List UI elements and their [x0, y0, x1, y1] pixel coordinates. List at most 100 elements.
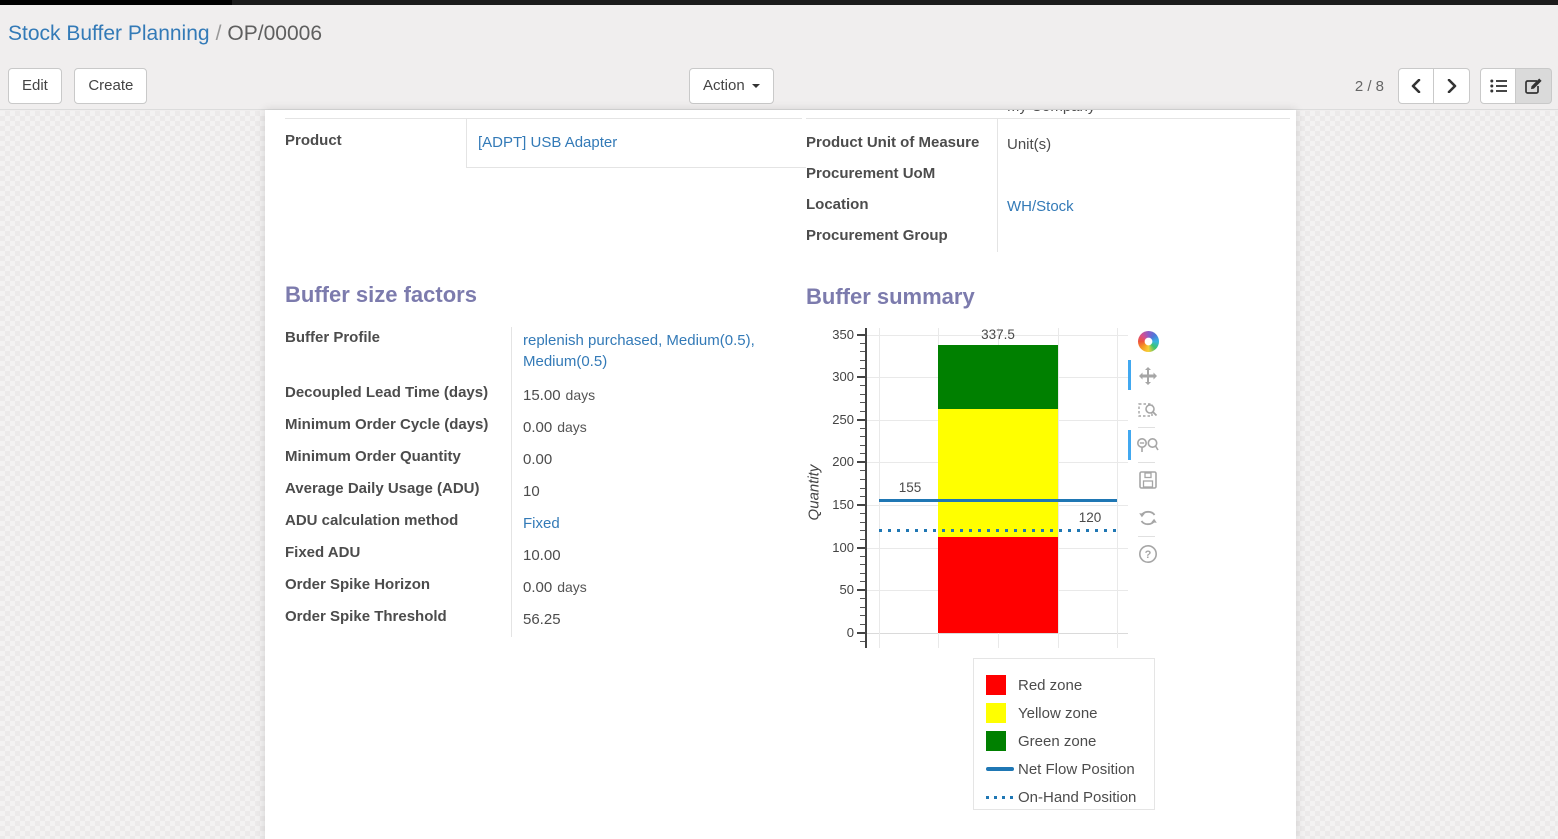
- pan-button[interactable]: [1136, 364, 1160, 388]
- field-label-order-spike-horizon: Order Spike Horizon: [285, 576, 431, 593]
- create-button[interactable]: Create: [74, 68, 148, 104]
- center-button-area: Action: [689, 68, 774, 104]
- pan-icon: [1139, 367, 1157, 385]
- modebar-separator: [1138, 462, 1155, 463]
- y-axis-minor-tick: [860, 402, 865, 404]
- legend-item-on-hand[interactable]: On-Hand Position: [986, 786, 1144, 808]
- save-button[interactable]: [1136, 468, 1160, 492]
- legend-item-yellow-zone[interactable]: Yellow zone: [986, 702, 1144, 724]
- box-zoom-button[interactable]: [1136, 398, 1160, 422]
- y-axis-major-tick: [857, 546, 865, 549]
- y-axis-major-tick: [857, 504, 865, 507]
- on-hand-dots-swatch: [986, 795, 1014, 799]
- y-axis-minor-tick: [860, 487, 865, 489]
- y-axis-minor-tick: [860, 564, 865, 566]
- red-zone-swatch: [986, 675, 1006, 695]
- y-axis-tick-label: 250: [832, 411, 854, 427]
- y-axis-major-tick: [857, 589, 865, 592]
- breadcrumb-record: OP/00006: [227, 22, 322, 45]
- box-zoom-icon: [1138, 403, 1158, 417]
- list-view-button[interactable]: [1480, 68, 1516, 104]
- y-axis-major-tick: [857, 631, 865, 634]
- yellow-zone-swatch: [986, 703, 1006, 723]
- buffer-summary-chart: Quantity 050100150200250300350112.5262.5…: [800, 325, 1145, 665]
- gridline-horizontal: [866, 632, 1128, 634]
- field-value-dlt: 15.00 days: [523, 387, 596, 404]
- list-icon: [1489, 79, 1507, 93]
- net-flow-position-line: [879, 499, 1117, 503]
- y-axis-tick-label: 0: [846, 624, 854, 640]
- y-axis-minor-tick: [860, 453, 865, 455]
- y-axis-minor-tick: [860, 342, 865, 344]
- y-axis-tick-label: 50: [839, 582, 854, 598]
- field-value-product-link[interactable]: [ADPT] USB Adapter: [478, 134, 618, 151]
- group-column-border: [997, 119, 998, 252]
- y-axis-minor-tick: [860, 410, 865, 412]
- pager-nav-group: [1398, 68, 1470, 104]
- gridline-vertical: [879, 328, 880, 648]
- active-indicator: [1128, 430, 1131, 460]
- y-axis-minor-tick: [860, 521, 865, 523]
- field-label-buffer-profile: Buffer Profile: [285, 329, 381, 346]
- net-flow-line-swatch: [986, 767, 1014, 771]
- svg-text:?: ?: [1145, 549, 1152, 561]
- y-axis-minor-tick: [860, 513, 865, 515]
- y-axis-minor-tick: [860, 436, 865, 438]
- edit-button[interactable]: Edit: [8, 68, 62, 104]
- zoom-lenses-button[interactable]: [1136, 434, 1160, 458]
- action-dropdown-button[interactable]: Action: [689, 68, 774, 104]
- chevron-right-icon: [1447, 79, 1456, 93]
- plotly-logo-button[interactable]: [1136, 329, 1160, 353]
- reset-axes-button[interactable]: [1136, 506, 1160, 530]
- group-column-border: [466, 119, 467, 167]
- gridline-vertical: [1117, 328, 1118, 648]
- y-axis-minor-tick: [860, 427, 865, 429]
- field-label-adu: Average Daily Usage (ADU): [285, 480, 480, 497]
- clipped-company-value: My Company: [1007, 110, 1207, 117]
- form-edit-icon: [1524, 78, 1542, 94]
- pager-previous-button[interactable]: [1398, 68, 1434, 104]
- field-value-order-spike-threshold: 56.25: [523, 611, 561, 628]
- y-axis-minor-tick: [860, 598, 865, 600]
- legend-item-net-flow[interactable]: Net Flow Position: [986, 758, 1144, 780]
- gridline-horizontal: [866, 334, 1128, 336]
- help-button[interactable]: ?: [1136, 542, 1160, 566]
- field-value-fixed-adu: 10.00: [523, 547, 561, 564]
- form-sheet: My Company Product [ADPT] USB Adapter Pr…: [265, 110, 1296, 839]
- field-label-order-spike-threshold: Order Spike Threshold: [285, 608, 447, 625]
- field-value-order-spike-horizon: 0.00 days: [523, 579, 587, 596]
- y-axis-tick-label: 300: [832, 369, 854, 385]
- y-axis-tick-label: 150: [832, 497, 854, 513]
- top-dark-bar-left-segment: [0, 0, 232, 8]
- chart-legend: Red zone Yellow zone Green zone Net Flow…: [973, 658, 1155, 810]
- breadcrumb-section-link[interactable]: Stock Buffer Planning: [8, 22, 210, 45]
- plotly-logo-icon: [1137, 330, 1159, 352]
- zoom-lenses-icon: [1137, 438, 1159, 452]
- y-axis-minor-tick: [860, 470, 865, 472]
- top-dark-bar: [0, 0, 1558, 5]
- chevron-left-icon: [1411, 79, 1421, 93]
- y-axis-minor-tick: [860, 615, 865, 617]
- modebar-separator: [1138, 427, 1155, 428]
- y-axis-minor-tick: [860, 351, 865, 353]
- field-value-location-link[interactable]: WH/Stock: [1007, 198, 1074, 215]
- legend-item-red-zone[interactable]: Red zone: [986, 674, 1144, 696]
- y-axis-tick-label: 100: [832, 539, 854, 555]
- breadcrumb: Stock Buffer Planning / OP/00006: [8, 22, 322, 46]
- field-label-fixed-adu: Fixed ADU: [285, 544, 361, 561]
- y-axis-minor-tick: [860, 444, 865, 446]
- form-view-button[interactable]: [1516, 68, 1552, 104]
- y-axis-major-tick: [857, 333, 865, 336]
- y-axis-tick-label: 200: [832, 454, 854, 470]
- pager-next-button[interactable]: [1434, 68, 1470, 104]
- field-value-min-order-cycle: 0.00 days: [523, 419, 587, 436]
- floppy-save-icon: [1139, 471, 1157, 489]
- legend-item-green-zone[interactable]: Green zone: [986, 730, 1144, 752]
- gridline-vertical: [1058, 328, 1059, 648]
- field-label-min-order-qty: Minimum Order Quantity: [285, 448, 461, 465]
- field-value-buffer-profile-link[interactable]: replenish purchased, Medium(0.5), Medium…: [523, 332, 755, 370]
- field-value-adu-method-link[interactable]: Fixed: [523, 515, 560, 532]
- field-label-location: Location: [806, 196, 869, 213]
- y-axis-minor-tick: [860, 623, 865, 625]
- field-value-min-order-qty: 0.00: [523, 451, 553, 468]
